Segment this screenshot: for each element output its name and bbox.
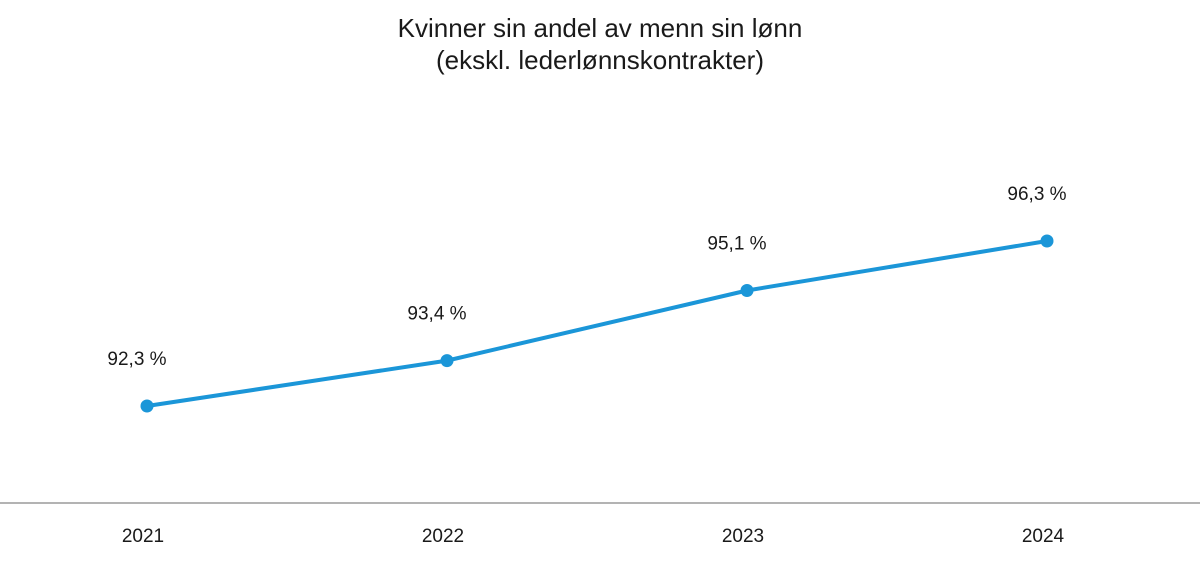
data-label-2023: 95,1 % xyxy=(707,234,766,255)
data-point-2024 xyxy=(1040,234,1054,248)
chart-title: Kvinner sin andel av menn sin lønn xyxy=(397,13,803,43)
x-tick-label-2022: 2022 xyxy=(422,526,464,547)
chart-title-block: Kvinner sin andel av menn sin lønn (eksk… xyxy=(0,12,1200,76)
series-line xyxy=(146,239,1048,408)
data-point-2022 xyxy=(440,354,454,368)
data-point-2021 xyxy=(140,399,154,413)
x-tick-label-2023: 2023 xyxy=(722,526,764,547)
data-label-2022: 93,4 % xyxy=(407,304,466,325)
x-tick-label-2021: 2021 xyxy=(122,526,164,547)
data-label-2024: 96,3 % xyxy=(1007,184,1066,205)
data-label-2021: 92,3 % xyxy=(107,349,166,370)
x-tick-label-2024: 2024 xyxy=(1022,526,1065,547)
data-point-2023 xyxy=(740,284,754,297)
chart-subtitle: (ekskl. lederlønnskontrakter) xyxy=(436,45,764,75)
